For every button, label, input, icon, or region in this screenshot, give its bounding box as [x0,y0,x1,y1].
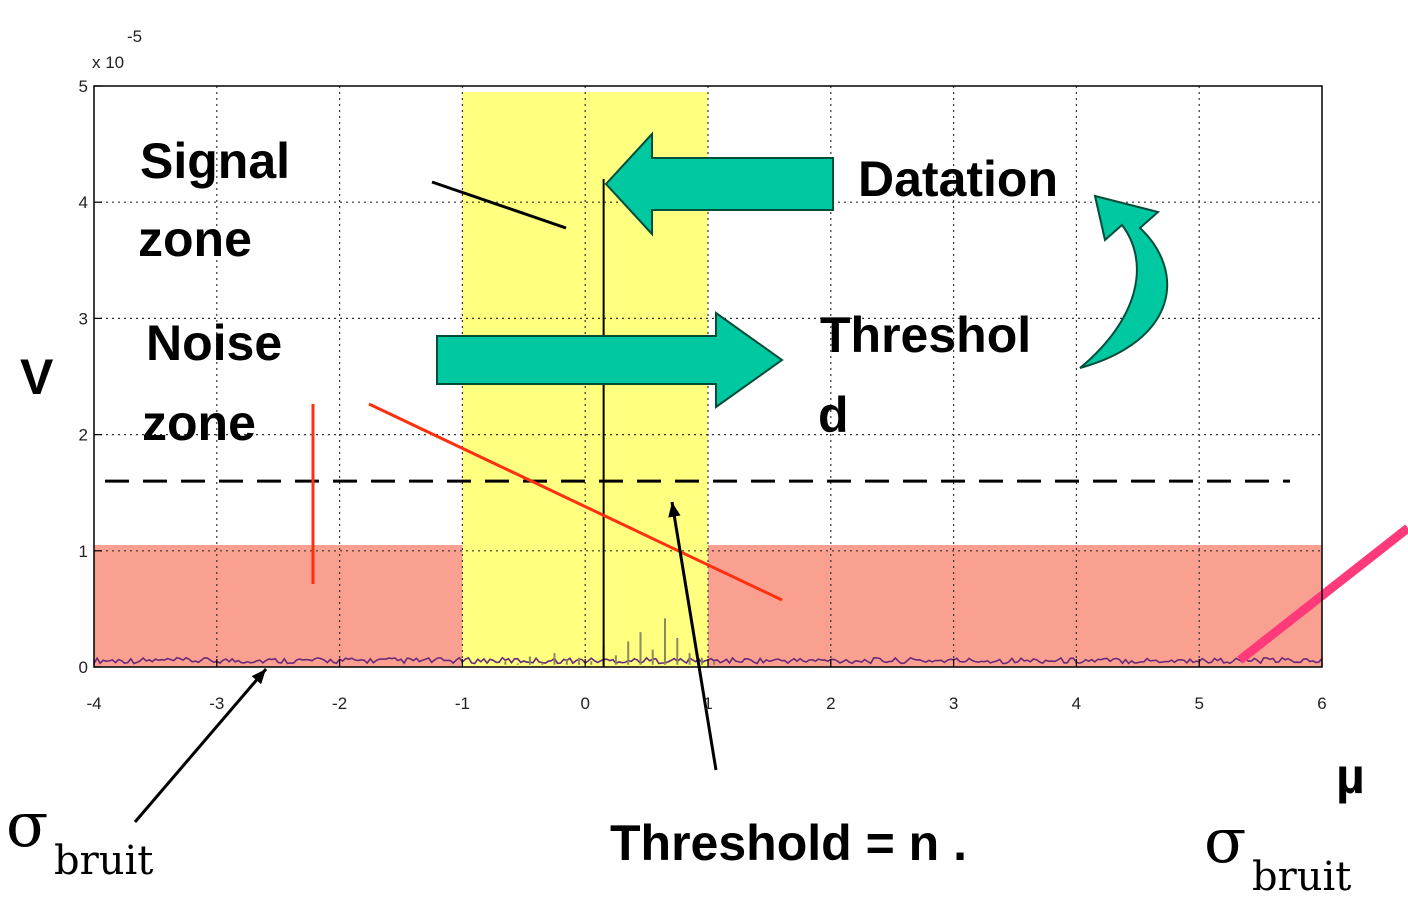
signal-noise-bumps [504,618,716,665]
curved-arrow [1079,194,1169,369]
noise-diagonal-red-line [368,402,783,602]
noise-zone-label-line1: Noise [146,315,282,371]
noise-zone-label-line2: zone [142,395,256,451]
bruit-subscript-right: bruit [1252,854,1351,898]
formula-pointer-arrow [670,501,718,771]
x-tick-label: 0 [580,694,589,713]
y-axis-label: V [20,349,54,405]
y-exponent-label: x 10 [92,53,124,72]
y-tick-label: 3 [79,309,88,328]
datation-label: Datation [858,151,1058,207]
x-tick-label: 6 [1317,694,1326,713]
sigma-symbol-left: σ [6,788,48,861]
threshold-label-line2: d [818,387,849,443]
x-tick-label: 1 [703,694,712,713]
threshold-arrow [436,311,784,409]
sigma-pointer-arrow [133,668,268,823]
y-tick-label: 4 [79,193,88,212]
x-tick-label: 4 [1072,694,1081,713]
x-tick-label: -1 [455,694,470,713]
x-axis-label: µ [1336,748,1365,804]
bruit-subscript-left: bruit [54,838,153,884]
signal-zone-label-line2: zone [138,211,252,267]
signal-pointer-line [431,180,567,230]
y-tick-label: 2 [79,426,88,445]
sigma-symbol-right: σ [1204,804,1246,877]
threshold-label-line1: Threshol [820,307,1031,363]
noise-zone-left [94,544,463,667]
noise-zone-right [708,544,1322,667]
sigma-pointer-arrow-head [251,669,266,685]
x-tick-label: 3 [949,694,958,713]
x-tick-label: -2 [332,694,347,713]
y-exponent-power: -5 [127,27,142,46]
datation-arrow [604,131,834,237]
pink-line [1237,524,1408,664]
y-tick-label: 1 [79,542,88,561]
signal-zone-label-line1: Signal [140,133,290,189]
y-tick-label: 5 [79,77,88,96]
threshold-formula: Threshold = n . [610,815,967,871]
formula-pointer-arrow-head [668,502,681,518]
x-tick-label: 2 [826,694,835,713]
x-tick-label: -4 [86,694,101,713]
y-tick-label: 0 [79,658,88,677]
x-tick-label: -3 [209,694,224,713]
x-tick-label: 5 [1194,694,1203,713]
